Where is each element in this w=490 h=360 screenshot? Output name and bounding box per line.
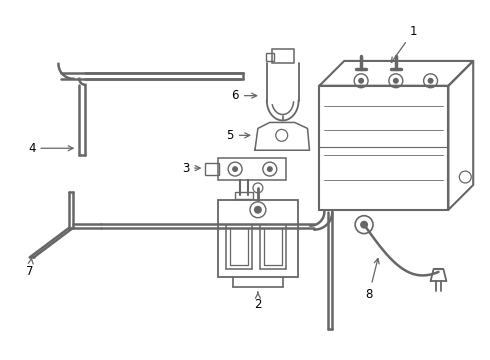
Text: 8: 8 [366,258,379,301]
Bar [218,158,286,180]
Text: 3: 3 [182,162,200,175]
Circle shape [267,166,273,172]
Bar [266,53,274,61]
Text: 2: 2 [254,292,262,311]
Bar [319,86,448,210]
Circle shape [393,78,399,84]
Circle shape [254,206,262,214]
Bar [218,200,297,277]
Text: 6: 6 [231,89,257,102]
Text: 1: 1 [392,24,417,63]
Bar [205,163,219,175]
Circle shape [360,221,368,229]
Bar [235,192,253,199]
Text: 4: 4 [28,142,73,155]
Bar [272,49,294,63]
Circle shape [232,166,238,172]
Text: 5: 5 [226,129,250,142]
Text: 7: 7 [26,258,33,278]
Circle shape [358,78,364,84]
Circle shape [428,78,434,84]
